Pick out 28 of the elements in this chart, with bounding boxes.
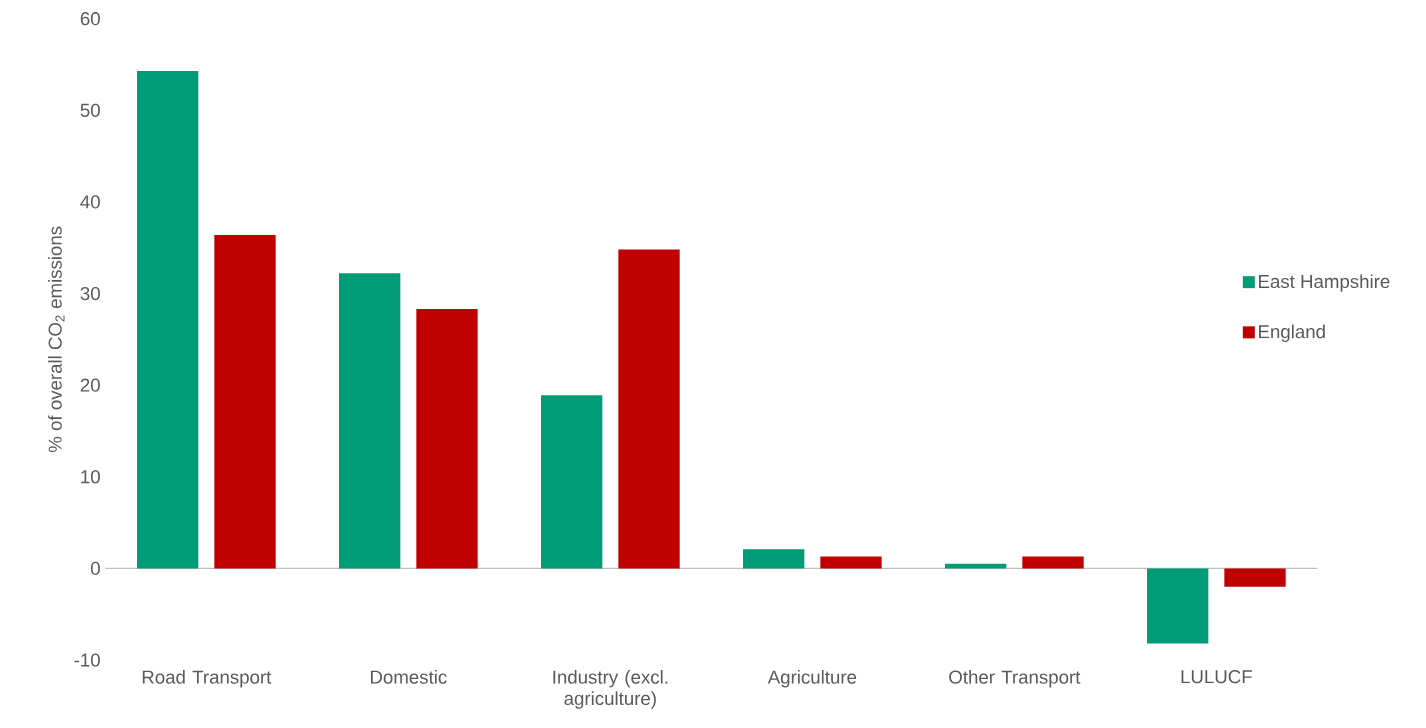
bar: [416, 309, 478, 569]
y-tick-label: 50: [80, 103, 100, 117]
legend-label: England: [1259, 324, 1325, 342]
x-tick-label: Other Transport: [949, 670, 1081, 688]
bar: [137, 70, 199, 569]
x-tick-label: Road Transport: [142, 670, 272, 688]
y-tick-label: 20: [80, 378, 100, 392]
y-tick-label: -10: [74, 653, 100, 667]
bar: [214, 234, 276, 569]
x-tick-label: Industry (excl. agriculture): [553, 670, 668, 709]
bar: [1022, 556, 1084, 569]
bar: [743, 549, 805, 569]
y-tick-label: 60: [80, 12, 100, 26]
bar: [541, 395, 603, 569]
x-tick-label: Agriculture: [767, 670, 857, 688]
bar: [820, 556, 882, 569]
y-tick-label: 10: [81, 470, 100, 484]
bar: [339, 273, 401, 569]
y-tick-label: 30: [80, 286, 100, 301]
x-tick-label: LULUCF: [1181, 670, 1252, 684]
bar: [1224, 568, 1286, 587]
bar: [618, 249, 680, 569]
bar: [1147, 568, 1209, 644]
x-tick-label: Domestic: [370, 670, 447, 684]
legend-label: East Hampshire: [1259, 274, 1390, 292]
y-axis-title: % of overall CO$_{2}$ emissions: [48, 226, 65, 453]
y-tick-label: 0: [90, 561, 100, 575]
y-tick-label: 40: [80, 195, 100, 209]
